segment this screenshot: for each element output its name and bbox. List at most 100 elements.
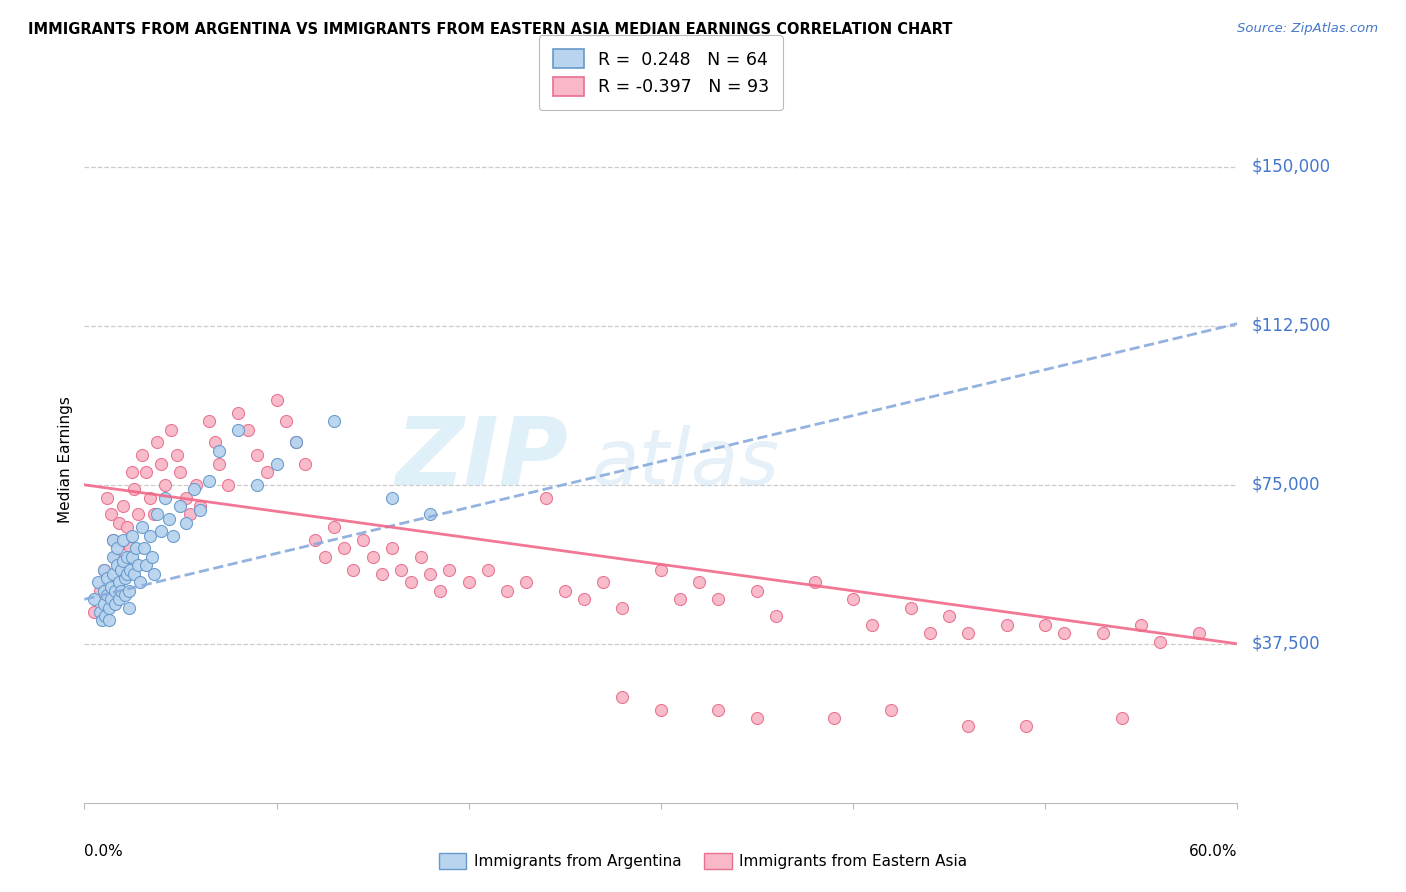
Point <box>131 448 153 462</box>
Point <box>276 414 298 428</box>
Point <box>169 499 191 513</box>
Point <box>1130 617 1153 632</box>
Point <box>138 529 160 543</box>
Point <box>198 414 221 428</box>
Point <box>179 508 201 522</box>
Point <box>1033 617 1056 632</box>
Point <box>100 580 122 594</box>
Text: $37,500: $37,500 <box>1251 635 1320 653</box>
Point <box>1015 719 1038 733</box>
Point <box>103 533 124 547</box>
Point <box>142 508 165 522</box>
Point <box>135 558 157 573</box>
Point <box>226 423 249 437</box>
Text: ZIP: ZIP <box>395 413 568 506</box>
Point <box>93 583 115 598</box>
Point <box>188 503 211 517</box>
Point <box>115 566 138 581</box>
Point <box>121 529 143 543</box>
Point <box>592 575 614 590</box>
Point <box>246 478 269 492</box>
Point <box>198 474 221 488</box>
Point <box>160 423 183 437</box>
Point <box>90 614 112 628</box>
Point <box>89 583 111 598</box>
Point <box>900 600 922 615</box>
Point <box>153 491 176 505</box>
Text: 60.0%: 60.0% <box>1189 844 1237 859</box>
Point <box>98 614 121 628</box>
Point <box>803 575 825 590</box>
Point <box>419 566 441 581</box>
Point <box>174 491 197 505</box>
Point <box>104 549 127 564</box>
Text: $75,000: $75,000 <box>1251 475 1320 494</box>
Text: Source: ZipAtlas.com: Source: ZipAtlas.com <box>1237 22 1378 36</box>
Point <box>938 609 960 624</box>
Point <box>111 499 134 513</box>
Point <box>554 583 576 598</box>
Point <box>707 702 730 716</box>
Point <box>957 719 980 733</box>
Point <box>333 541 356 556</box>
Point <box>266 457 288 471</box>
Point <box>104 597 127 611</box>
Point <box>612 690 634 704</box>
Point <box>650 563 672 577</box>
Point <box>439 563 461 577</box>
Point <box>314 549 336 564</box>
Point <box>256 465 278 479</box>
Text: IMMIGRANTS FROM ARGENTINA VS IMMIGRANTS FROM EASTERN ASIA MEDIAN EARNINGS CORREL: IMMIGRANTS FROM ARGENTINA VS IMMIGRANTS … <box>28 22 952 37</box>
Point <box>284 435 307 450</box>
Point <box>304 533 326 547</box>
Point <box>100 508 122 522</box>
Point <box>120 563 142 577</box>
Point <box>957 626 980 640</box>
Point <box>93 597 115 611</box>
Point <box>381 541 404 556</box>
Point <box>266 392 288 407</box>
Point <box>114 588 136 602</box>
Point <box>842 592 865 607</box>
Point <box>457 575 479 590</box>
Point <box>83 605 105 619</box>
Point <box>124 482 146 496</box>
Point <box>226 406 249 420</box>
Point <box>534 491 557 505</box>
Point <box>93 563 115 577</box>
Point <box>1111 711 1133 725</box>
Point <box>104 583 127 598</box>
Point <box>110 583 132 598</box>
Point <box>174 516 197 530</box>
Point <box>96 571 118 585</box>
Point <box>236 423 259 437</box>
Point <box>880 702 903 716</box>
Point <box>150 524 173 539</box>
Point <box>650 702 672 716</box>
Point <box>1053 626 1076 640</box>
Point <box>391 563 413 577</box>
Point <box>142 566 165 581</box>
Point <box>93 563 115 577</box>
Point <box>108 575 131 590</box>
Point <box>823 711 845 725</box>
Point <box>121 549 143 564</box>
Point <box>1188 626 1211 640</box>
Point <box>995 617 1018 632</box>
Point <box>515 575 537 590</box>
Point <box>188 499 211 513</box>
Point <box>121 465 143 479</box>
Point <box>89 605 111 619</box>
Point <box>399 575 422 590</box>
Point <box>153 478 176 492</box>
Point <box>218 478 240 492</box>
Point <box>612 600 634 615</box>
Point <box>103 549 124 564</box>
Point <box>208 443 231 458</box>
Text: 0.0%: 0.0% <box>84 844 124 859</box>
Point <box>361 549 384 564</box>
Point <box>169 465 191 479</box>
Point <box>100 592 122 607</box>
Point <box>496 583 519 598</box>
Point <box>125 541 148 556</box>
